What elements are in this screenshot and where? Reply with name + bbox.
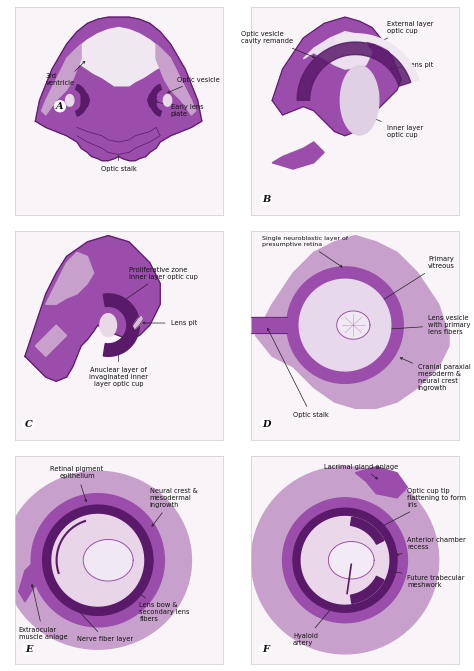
Text: Lens pit: Lens pit <box>390 62 434 70</box>
Polygon shape <box>42 44 81 115</box>
Polygon shape <box>324 69 385 101</box>
Polygon shape <box>36 325 66 356</box>
Text: 3rd
ventricle: 3rd ventricle <box>46 73 75 86</box>
Polygon shape <box>297 42 411 101</box>
Text: Anterior chamber
recess: Anterior chamber recess <box>396 537 466 556</box>
Polygon shape <box>337 311 370 340</box>
Text: F: F <box>262 645 269 654</box>
Polygon shape <box>299 279 391 371</box>
Polygon shape <box>36 17 202 160</box>
Text: Inner layer
optic cup: Inner layer optic cup <box>369 116 423 138</box>
Text: Lens bow &
secondary lens
fibers: Lens bow & secondary lens fibers <box>126 583 190 622</box>
Polygon shape <box>245 317 287 333</box>
Polygon shape <box>272 142 324 169</box>
Text: Lens pit: Lens pit <box>143 320 197 326</box>
Polygon shape <box>65 95 74 106</box>
Polygon shape <box>46 252 94 304</box>
Text: Extraocular
muscle anlage: Extraocular muscle anlage <box>18 584 67 639</box>
Polygon shape <box>148 94 156 107</box>
Text: Anuclear layer of
invaginated inner
layer optic cup: Anuclear layer of invaginated inner laye… <box>89 350 148 387</box>
Text: Single neuroblastic layer of
presumptive retina: Single neuroblastic layer of presumptive… <box>262 236 348 267</box>
Polygon shape <box>31 494 164 627</box>
Text: Lacrimal gland anlage: Lacrimal gland anlage <box>324 464 399 479</box>
Polygon shape <box>287 267 403 383</box>
Polygon shape <box>133 315 144 329</box>
Polygon shape <box>103 294 139 356</box>
Polygon shape <box>303 32 372 69</box>
Polygon shape <box>66 28 171 86</box>
Polygon shape <box>156 44 196 115</box>
Polygon shape <box>43 505 153 615</box>
Polygon shape <box>77 127 160 154</box>
Text: Nerve fiber layer: Nerve fiber layer <box>63 594 133 642</box>
Text: Lens vesicle
with primary
lens fibers: Lens vesicle with primary lens fibers <box>357 315 471 335</box>
Text: Neural crest &
mesodermal
ingrowth: Neural crest & mesodermal ingrowth <box>150 488 198 526</box>
Text: B: B <box>262 195 270 205</box>
Polygon shape <box>351 576 384 603</box>
Text: C: C <box>25 420 33 429</box>
Text: Optic stalk: Optic stalk <box>267 328 329 417</box>
Point <box>389 551 397 562</box>
Text: Hyaloid
artery: Hyaloid artery <box>293 590 347 646</box>
Text: External layer
optic cup: External layer optic cup <box>369 21 433 47</box>
Polygon shape <box>328 541 374 579</box>
Polygon shape <box>81 94 90 107</box>
Polygon shape <box>76 85 87 116</box>
Polygon shape <box>351 517 384 544</box>
Polygon shape <box>335 34 419 82</box>
Polygon shape <box>83 539 133 581</box>
Text: Optic stalk: Optic stalk <box>100 152 137 172</box>
Text: A: A <box>56 102 64 111</box>
Polygon shape <box>25 236 160 381</box>
Polygon shape <box>18 560 46 602</box>
Polygon shape <box>150 85 162 116</box>
Polygon shape <box>340 66 379 135</box>
Polygon shape <box>293 508 397 612</box>
Text: Primary
vitreous: Primary vitreous <box>379 256 455 303</box>
Polygon shape <box>255 236 449 409</box>
Polygon shape <box>356 466 408 498</box>
Text: Early lens
plate: Early lens plate <box>155 101 203 117</box>
Polygon shape <box>251 466 438 654</box>
Polygon shape <box>44 506 152 615</box>
Text: Future trabecular
meshwork: Future trabecular meshwork <box>394 571 465 588</box>
Text: Proliferative zone
inner layer optic cup: Proliferative zone inner layer optic cup <box>121 266 198 302</box>
Text: Cranial paraxial
mesoderm &
neural crest
ingrowth: Cranial paraxial mesoderm & neural crest… <box>400 358 471 391</box>
Polygon shape <box>301 517 389 604</box>
Polygon shape <box>100 313 117 337</box>
Text: Optic vesicle
cavity remande: Optic vesicle cavity remande <box>241 32 315 58</box>
Text: Optic vesicle: Optic vesicle <box>168 76 219 93</box>
Polygon shape <box>283 498 408 623</box>
Polygon shape <box>164 95 172 106</box>
Text: E: E <box>25 645 32 654</box>
Text: D: D <box>262 420 270 429</box>
Polygon shape <box>272 17 401 136</box>
Polygon shape <box>52 515 144 606</box>
Text: Optic cup tip
flattening to form
iris: Optic cup tip flattening to form iris <box>379 488 466 528</box>
Polygon shape <box>4 471 191 650</box>
Text: Retinal pigment
epithelium: Retinal pigment epithelium <box>50 466 104 502</box>
